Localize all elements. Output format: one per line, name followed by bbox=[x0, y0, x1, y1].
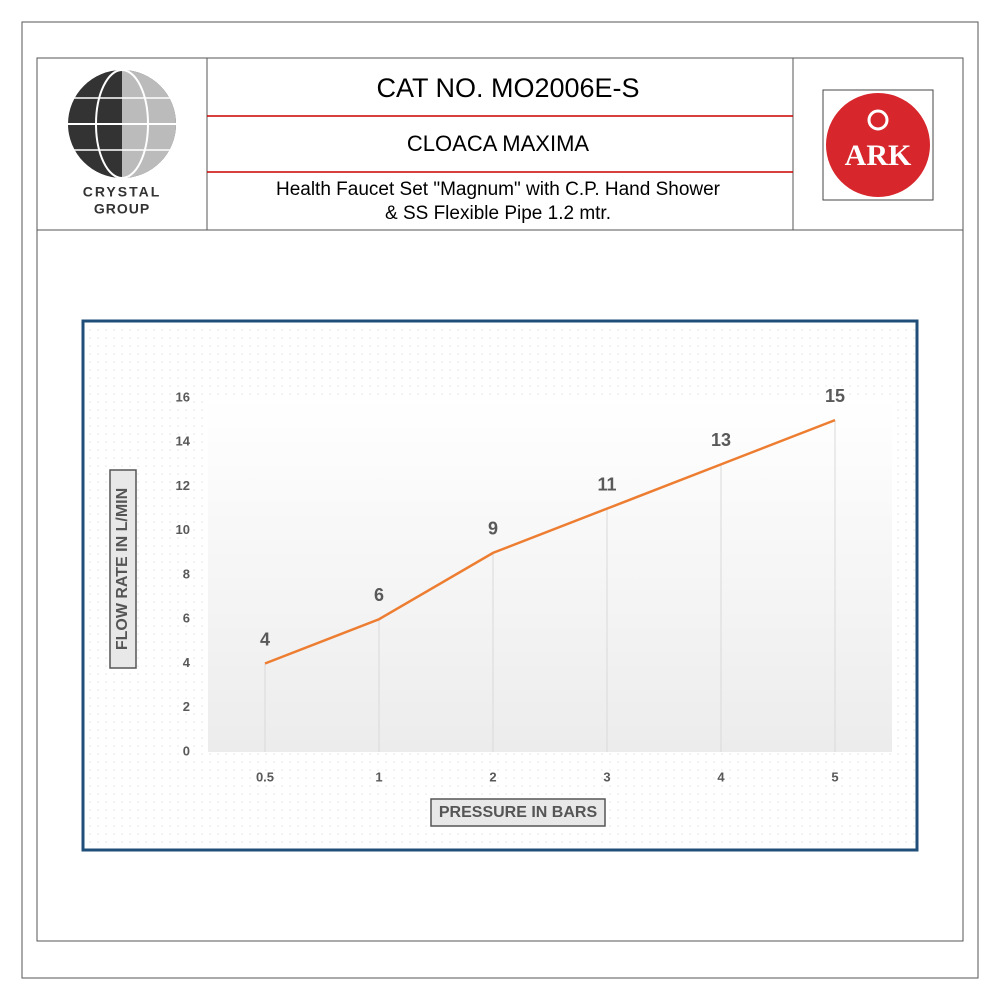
logo-text: GROUP bbox=[94, 201, 150, 217]
cat-no: CAT NO. MO2006E-S bbox=[376, 73, 639, 103]
data-label: 11 bbox=[597, 474, 616, 494]
y-tick-label: 6 bbox=[183, 611, 190, 626]
x-tick-label: 4 bbox=[717, 769, 725, 784]
brand: CLOACA MAXIMA bbox=[407, 131, 589, 156]
x-tick-label: 1 bbox=[375, 769, 382, 784]
y-tick-label: 12 bbox=[176, 478, 190, 493]
plot-area bbox=[208, 398, 892, 752]
y-tick-label: 8 bbox=[183, 566, 190, 581]
data-label: 4 bbox=[260, 629, 270, 649]
x-axis-label-box: PRESSURE IN BARS bbox=[430, 798, 606, 827]
y-tick-label: 2 bbox=[183, 699, 190, 714]
x-tick-label: 3 bbox=[603, 769, 610, 784]
y-axis-label: FLOW RATE IN L/MIN bbox=[114, 488, 131, 650]
ark-emblem bbox=[867, 109, 889, 131]
x-tick-label: 2 bbox=[489, 769, 496, 784]
data-label: 9 bbox=[488, 519, 498, 539]
outer-border bbox=[21, 21, 979, 979]
ark-circle bbox=[826, 93, 930, 197]
data-label: 15 bbox=[825, 386, 845, 406]
logo-text: CRYSTAL bbox=[83, 184, 162, 200]
inner-border bbox=[36, 57, 964, 942]
data-label: 13 bbox=[711, 430, 731, 450]
y-tick-label: 0 bbox=[183, 743, 190, 758]
x-tick-label: 5 bbox=[831, 769, 838, 784]
line-series bbox=[264, 418, 836, 665]
y-axis-label-box: FLOW RATE IN L/MIN bbox=[109, 469, 137, 669]
y-tick-label: 14 bbox=[176, 434, 191, 449]
y-tick-label: 16 bbox=[176, 389, 190, 404]
description: Health Faucet Set "Magnum" with C.P. Han… bbox=[276, 179, 721, 200]
description: & SS Flexible Pipe 1.2 mtr. bbox=[385, 203, 611, 224]
ark-text: ARK bbox=[845, 139, 912, 172]
x-tick-label: 0.5 bbox=[256, 769, 274, 784]
y-tick-label: 4 bbox=[183, 655, 191, 670]
y-tick-label: 10 bbox=[176, 522, 190, 537]
data-label: 6 bbox=[374, 585, 384, 605]
x-axis-label: PRESSURE IN BARS bbox=[439, 804, 598, 821]
globe-logo bbox=[68, 69, 176, 179]
